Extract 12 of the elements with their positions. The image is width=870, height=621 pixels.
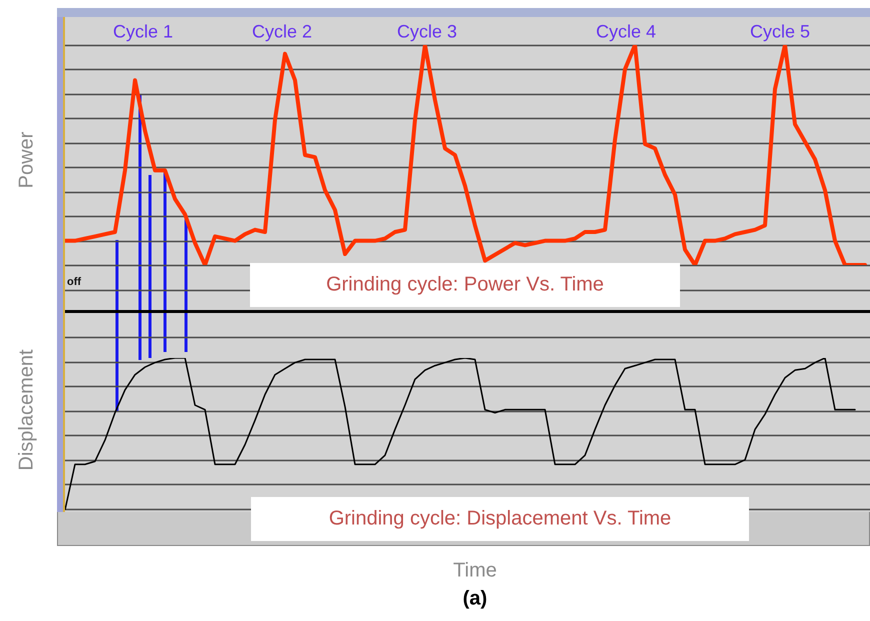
text: Cycle 5 (750, 22, 810, 42)
text: off (67, 276, 82, 288)
text: Cycle 1 (112, 22, 174, 42)
text: Cycle 4 (596, 22, 656, 42)
text: (a) (462, 588, 488, 610)
text: Cycle 3 (396, 22, 458, 42)
annotation: Grinding cycle: Displacement Vs. Time (328, 508, 672, 530)
x-axis-title: Time (453, 560, 497, 582)
y-axis-title: Displacement (16, 349, 38, 471)
text: Cycle 2 (252, 22, 312, 42)
y-axis-title: Power (16, 132, 38, 188)
text: Grinding cycle: Power Vs. Time (326, 274, 604, 296)
